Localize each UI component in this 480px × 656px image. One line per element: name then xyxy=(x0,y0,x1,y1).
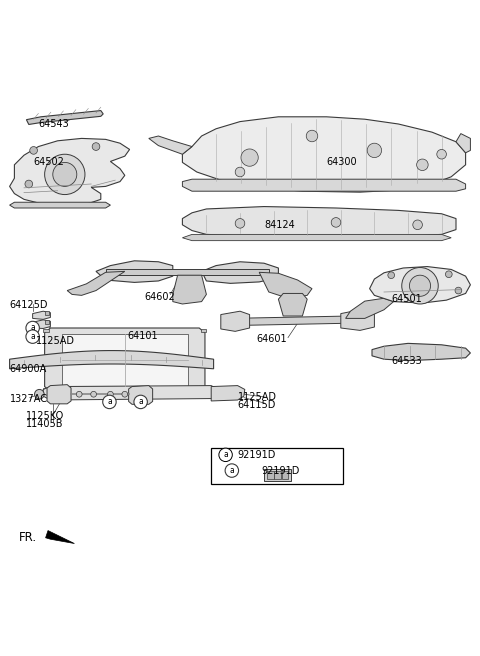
Polygon shape xyxy=(45,328,205,392)
Text: FR.: FR. xyxy=(19,531,37,544)
Text: a: a xyxy=(107,398,112,407)
Circle shape xyxy=(409,276,431,297)
Text: 64115D: 64115D xyxy=(238,400,276,410)
Bar xyxy=(267,471,274,479)
Bar xyxy=(45,320,49,324)
Text: a: a xyxy=(30,323,35,333)
Polygon shape xyxy=(173,276,206,304)
Circle shape xyxy=(235,167,245,177)
Polygon shape xyxy=(106,270,269,276)
Bar xyxy=(62,334,188,386)
Polygon shape xyxy=(33,320,50,329)
Polygon shape xyxy=(129,386,153,404)
Polygon shape xyxy=(182,179,466,191)
Circle shape xyxy=(103,395,116,409)
Text: 11405B: 11405B xyxy=(26,419,64,428)
Bar xyxy=(43,329,49,332)
Circle shape xyxy=(219,448,232,462)
Circle shape xyxy=(235,218,245,228)
Text: 64543: 64543 xyxy=(38,119,69,129)
Text: 1125KO: 1125KO xyxy=(26,411,65,421)
Polygon shape xyxy=(43,386,218,400)
Bar xyxy=(201,388,206,390)
Polygon shape xyxy=(182,207,456,237)
Text: a: a xyxy=(138,398,143,407)
Circle shape xyxy=(413,220,422,230)
Bar xyxy=(43,388,49,390)
Text: 92191D: 92191D xyxy=(238,450,276,460)
Text: 92191D: 92191D xyxy=(262,466,300,476)
Circle shape xyxy=(26,330,39,343)
Circle shape xyxy=(76,392,82,397)
Circle shape xyxy=(402,268,438,304)
Circle shape xyxy=(91,392,96,397)
Polygon shape xyxy=(221,311,250,331)
Circle shape xyxy=(134,395,147,409)
Text: 64501: 64501 xyxy=(391,294,422,304)
Polygon shape xyxy=(46,531,74,544)
Text: 1125AD: 1125AD xyxy=(238,392,276,402)
Bar xyxy=(281,471,288,479)
Text: 64602: 64602 xyxy=(144,292,175,302)
Polygon shape xyxy=(10,202,110,208)
Circle shape xyxy=(122,392,128,397)
Circle shape xyxy=(445,271,452,277)
Text: 64300: 64300 xyxy=(326,157,357,167)
Circle shape xyxy=(30,146,37,154)
Circle shape xyxy=(331,218,341,227)
Text: a: a xyxy=(30,332,35,341)
Polygon shape xyxy=(96,261,173,282)
Polygon shape xyxy=(211,386,245,401)
Polygon shape xyxy=(67,272,125,295)
Polygon shape xyxy=(202,262,278,283)
Bar xyxy=(201,329,206,332)
Text: 84124: 84124 xyxy=(264,220,295,230)
Polygon shape xyxy=(230,316,350,325)
Bar xyxy=(264,469,290,481)
Text: 64125D: 64125D xyxy=(10,300,48,310)
Polygon shape xyxy=(346,298,394,318)
Bar xyxy=(211,448,343,484)
Bar xyxy=(45,311,49,315)
Polygon shape xyxy=(182,234,451,241)
Circle shape xyxy=(417,159,428,171)
Circle shape xyxy=(35,390,44,399)
Polygon shape xyxy=(456,134,470,153)
Circle shape xyxy=(388,272,395,279)
Text: 64101: 64101 xyxy=(127,331,158,341)
Text: 64601: 64601 xyxy=(257,334,288,344)
Polygon shape xyxy=(278,293,307,316)
Bar xyxy=(275,471,281,479)
Circle shape xyxy=(53,163,77,186)
Text: 64900A: 64900A xyxy=(10,364,47,374)
Polygon shape xyxy=(10,138,130,205)
Text: a: a xyxy=(229,466,234,475)
Circle shape xyxy=(92,143,100,150)
Circle shape xyxy=(437,150,446,159)
Polygon shape xyxy=(10,350,214,369)
Circle shape xyxy=(25,180,33,188)
Polygon shape xyxy=(149,136,192,154)
Polygon shape xyxy=(47,384,71,404)
Circle shape xyxy=(367,143,382,157)
Polygon shape xyxy=(33,311,50,319)
Circle shape xyxy=(225,464,239,478)
Polygon shape xyxy=(372,343,470,361)
Circle shape xyxy=(306,131,318,142)
Text: 1125AD: 1125AD xyxy=(36,337,75,346)
Polygon shape xyxy=(341,310,374,331)
Text: 1327AC: 1327AC xyxy=(10,394,48,404)
Circle shape xyxy=(455,287,462,294)
Polygon shape xyxy=(26,111,103,125)
Polygon shape xyxy=(370,266,470,303)
Circle shape xyxy=(241,149,258,166)
Text: 64502: 64502 xyxy=(34,157,64,167)
Polygon shape xyxy=(259,272,312,298)
Circle shape xyxy=(108,392,113,397)
Polygon shape xyxy=(182,117,466,192)
Circle shape xyxy=(26,321,39,335)
Circle shape xyxy=(45,154,85,195)
Text: a: a xyxy=(223,450,228,459)
Text: 64533: 64533 xyxy=(391,356,422,365)
